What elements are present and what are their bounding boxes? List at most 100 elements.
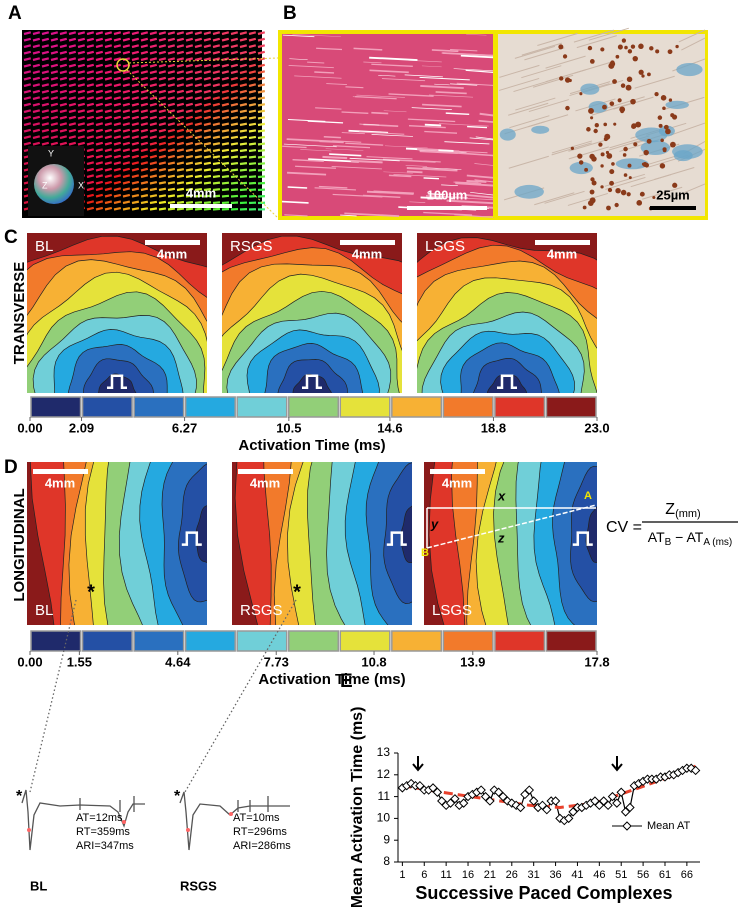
vector — [167, 83, 176, 88]
vector — [239, 155, 248, 159]
vector — [122, 83, 131, 88]
vector — [203, 44, 212, 49]
vector — [32, 135, 41, 140]
vector — [104, 193, 113, 198]
vector — [113, 161, 122, 166]
marker-dot — [229, 812, 233, 816]
trace-tick — [79, 796, 135, 812]
stain-dot — [619, 106, 626, 113]
legend-marker — [622, 821, 632, 831]
fiber — [424, 123, 442, 127]
vector — [194, 168, 203, 172]
vector — [230, 181, 239, 185]
vector — [113, 154, 122, 159]
vector — [86, 37, 95, 42]
vector — [59, 102, 68, 107]
fiber — [331, 166, 382, 170]
data-point — [415, 780, 425, 791]
vector — [59, 89, 68, 94]
fiber — [363, 61, 382, 64]
vector — [221, 142, 230, 146]
vector — [86, 102, 95, 107]
vector — [248, 168, 257, 172]
vector — [158, 83, 167, 88]
vector — [203, 96, 212, 101]
vector — [131, 50, 140, 55]
leader-line — [184, 599, 297, 793]
vector — [68, 50, 77, 55]
fiber — [393, 174, 447, 178]
colorbar-cell — [133, 630, 185, 652]
stain-dot — [641, 74, 645, 78]
vector — [95, 115, 104, 120]
data-point — [428, 783, 438, 793]
vector — [104, 200, 113, 205]
vector — [167, 194, 176, 198]
vector — [203, 57, 212, 62]
fiber — [411, 107, 452, 111]
vector — [158, 89, 167, 94]
vector — [59, 109, 68, 114]
formula-denominator: ATB − ATA (ms) — [648, 529, 732, 548]
measure-line — [426, 504, 597, 549]
fiber — [466, 180, 487, 183]
vector — [140, 154, 149, 159]
vector — [158, 96, 167, 101]
vector — [140, 174, 149, 179]
axis-letter: X — [78, 180, 84, 190]
vector — [203, 168, 212, 172]
vector — [230, 63, 239, 68]
vector — [59, 128, 68, 133]
vector — [230, 50, 239, 55]
fiber — [406, 167, 458, 172]
fiber — [422, 167, 462, 170]
vector — [113, 102, 122, 107]
nucleus — [531, 125, 550, 134]
vector — [230, 70, 239, 75]
vector — [149, 83, 158, 88]
vector — [104, 63, 113, 68]
vector — [140, 141, 149, 146]
map-label: RSGS — [240, 602, 283, 619]
striation — [681, 37, 706, 51]
fiber — [466, 174, 494, 179]
stain-dot — [647, 72, 651, 77]
vector — [176, 31, 185, 36]
vector — [212, 142, 221, 146]
fiber — [329, 153, 362, 157]
vector — [212, 89, 221, 94]
stain-dot — [606, 205, 611, 211]
vector — [221, 168, 230, 172]
fiber — [341, 132, 365, 135]
vector — [149, 70, 158, 75]
vector — [113, 141, 122, 146]
vector — [113, 187, 122, 192]
vector — [221, 37, 230, 42]
scale-bar — [650, 206, 696, 210]
vector — [248, 83, 257, 88]
vector — [23, 89, 32, 94]
vector — [59, 31, 68, 36]
fiber — [475, 136, 494, 140]
fiber — [292, 34, 341, 37]
vector — [140, 96, 149, 101]
vector — [221, 201, 230, 205]
vector — [185, 70, 194, 75]
x-axis-title: Successive Paced Complexes — [415, 883, 672, 903]
vector — [239, 63, 248, 68]
vector — [113, 206, 122, 211]
fiber — [388, 93, 434, 97]
fiber — [283, 143, 337, 148]
vector — [185, 201, 194, 205]
fiber — [341, 111, 369, 114]
vector — [131, 141, 140, 146]
vector — [59, 141, 68, 146]
vector — [158, 167, 167, 172]
data-point — [616, 787, 626, 797]
vector — [131, 37, 140, 42]
vector — [167, 161, 176, 166]
vector — [230, 76, 239, 81]
vector — [158, 161, 167, 166]
fiber — [286, 171, 327, 176]
vector — [122, 167, 131, 172]
